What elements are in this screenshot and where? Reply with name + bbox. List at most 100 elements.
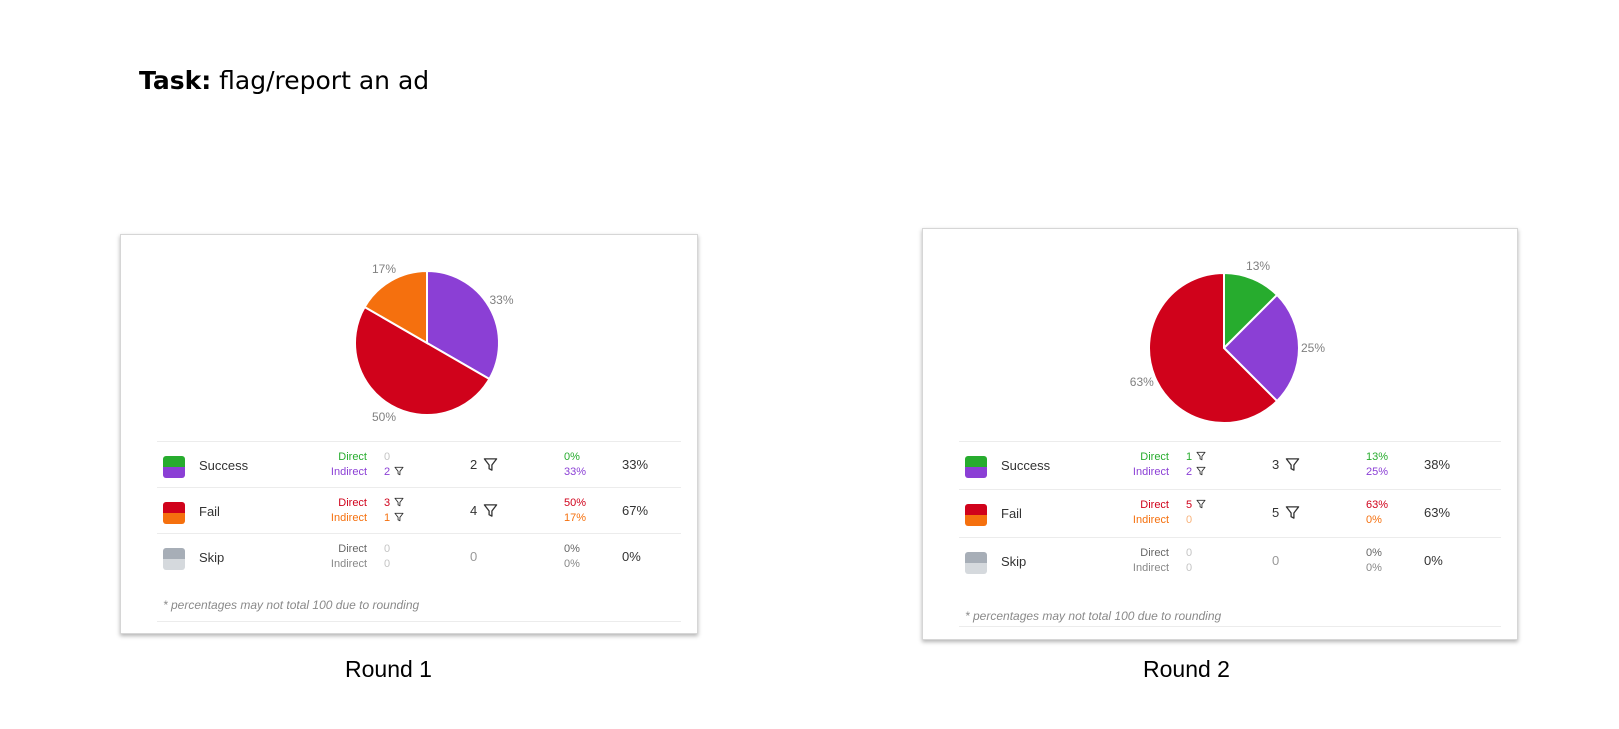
pie-slice: [1223, 271, 1279, 351]
fail-color-swatch: [163, 502, 185, 524]
filter-icon[interactable]: [394, 512, 404, 522]
direct-label: Direct: [1140, 547, 1169, 559]
indirect-percent: 0%: [1366, 514, 1382, 526]
row-total-value: 4: [470, 503, 478, 518]
row-label: Fail: [199, 504, 220, 519]
indirect-count-value: 0: [1186, 562, 1193, 574]
pie-slice-label: 33%: [489, 293, 514, 307]
indirect-label: Indirect: [330, 466, 367, 478]
direct-count-value: 3: [384, 497, 391, 509]
pie-slice: [1222, 293, 1300, 403]
row-total: 0: [470, 549, 477, 564]
filter-icon[interactable]: [483, 457, 498, 472]
row-total: 2: [470, 457, 498, 472]
skip-color-swatch: [163, 548, 185, 570]
direct-count-value: 0: [384, 451, 391, 463]
pie-slice: [426, 269, 500, 381]
row-total-value: 0: [470, 549, 478, 564]
indirect-count: 0: [384, 558, 390, 570]
task-text: flag/report an ad: [211, 66, 430, 95]
indirect-count: 2: [1186, 466, 1206, 478]
filter-icon[interactable]: [1196, 499, 1206, 509]
indirect-label: Indirect: [330, 558, 367, 570]
indirect-percent: 25%: [1366, 466, 1389, 478]
overall-percent: 67%: [622, 503, 649, 518]
filter-icon[interactable]: [394, 497, 404, 507]
direct-count-value: 1: [1186, 451, 1193, 463]
overall-percent: 38%: [1424, 457, 1451, 472]
indirect-percent: 17%: [564, 512, 587, 524]
indirect-count-value: 1: [384, 512, 391, 524]
indirect-label: Indirect: [1132, 466, 1169, 478]
direct-indirect-labels: Direct Indirect: [1109, 490, 1169, 538]
row-total-value: 5: [1272, 505, 1280, 520]
result-row-success: Success Direct Indirect 0 2 2 0% 33% 33%: [157, 441, 681, 490]
round-1-results-card: Success Direct Indirect 0 2 2 0% 33% 33% Fail Dire…: [120, 234, 698, 634]
result-row-success: Success Direct Indirect 1 2 3 13% 25% 38%: [959, 441, 1501, 490]
skip-color-swatch: [965, 552, 987, 574]
overall-percent: 33%: [622, 457, 649, 472]
result-row-fail: Fail Direct Indirect 3 1 4 50% 17% 67%: [157, 487, 681, 536]
overall-percent: 0%: [622, 549, 641, 564]
direct-label: Direct: [338, 497, 367, 509]
indirect-label: Indirect: [330, 512, 367, 524]
indirect-percent: 33%: [564, 466, 587, 478]
percent-column: 13% 25%: [1366, 442, 1406, 490]
indirect-count-value: 0: [384, 558, 391, 570]
pie-slice-label: 50%: [372, 410, 397, 425]
filter-icon[interactable]: [394, 466, 404, 476]
pie-slice-label: 63%: [1129, 375, 1154, 390]
round-1-pie-chart: [354, 269, 500, 416]
direct-count: 5: [1186, 499, 1206, 511]
filter-icon[interactable]: [1196, 451, 1206, 461]
indirect-count: 0: [1186, 562, 1192, 574]
percent-column: 50% 17%: [564, 488, 604, 536]
indirect-percent: 0%: [564, 558, 580, 570]
success-color-swatch: [965, 456, 987, 478]
round-2-pie-chart: [1148, 271, 1300, 424]
direct-percent: 50%: [564, 497, 587, 509]
row-total: 4: [470, 503, 498, 518]
direct-percent: 0%: [1366, 547, 1382, 559]
direct-percent: 0%: [564, 543, 580, 555]
filter-icon[interactable]: [1285, 457, 1300, 472]
indirect-count-value: 2: [1186, 466, 1193, 478]
direct-label: Direct: [338, 543, 367, 555]
filter-icon[interactable]: [483, 503, 498, 518]
direct-indirect-labels: Direct Indirect: [1109, 538, 1169, 586]
indirect-count: 2: [384, 466, 404, 478]
direct-count: 3: [384, 497, 404, 509]
pie-slice-label: 13%: [1246, 258, 1271, 273]
result-row-fail: Fail Direct Indirect 5 0 5 63% 0% 63%: [959, 489, 1501, 538]
filter-icon[interactable]: [1285, 505, 1300, 520]
filter-icon[interactable]: [1196, 466, 1206, 476]
indirect-label: Indirect: [1132, 562, 1169, 574]
percent-column: 0% 33%: [564, 442, 604, 490]
row-label: Success: [199, 458, 249, 473]
result-row-skip: Skip Direct Indirect 0 0 0 0% 0% 0%: [959, 537, 1501, 586]
task-prefix: Task:: [139, 66, 212, 95]
direct-label: Direct: [338, 451, 367, 463]
direct-percent: 63%: [1366, 499, 1389, 511]
direct-count-value: 5: [1186, 499, 1193, 511]
direct-indirect-labels: Direct Indirect: [307, 442, 367, 490]
pie-slice: [1148, 271, 1279, 424]
direct-count: 0: [1186, 547, 1192, 559]
direct-indirect-labels: Direct Indirect: [307, 534, 367, 582]
pie-slice: [363, 269, 428, 345]
row-total-value: 0: [1272, 553, 1280, 568]
indirect-count: 1: [384, 512, 404, 524]
indirect-percent: 0%: [1366, 562, 1382, 574]
row-total: 5: [1272, 505, 1300, 520]
indirect-count-value: 0: [1186, 514, 1193, 526]
fail-color-swatch: [965, 504, 987, 526]
indirect-label: Indirect: [1132, 514, 1169, 526]
success-color-swatch: [163, 456, 185, 478]
direct-count-value: 0: [1186, 547, 1193, 559]
row-total-value: 2: [470, 457, 478, 472]
percent-column: 0% 0%: [564, 534, 604, 582]
